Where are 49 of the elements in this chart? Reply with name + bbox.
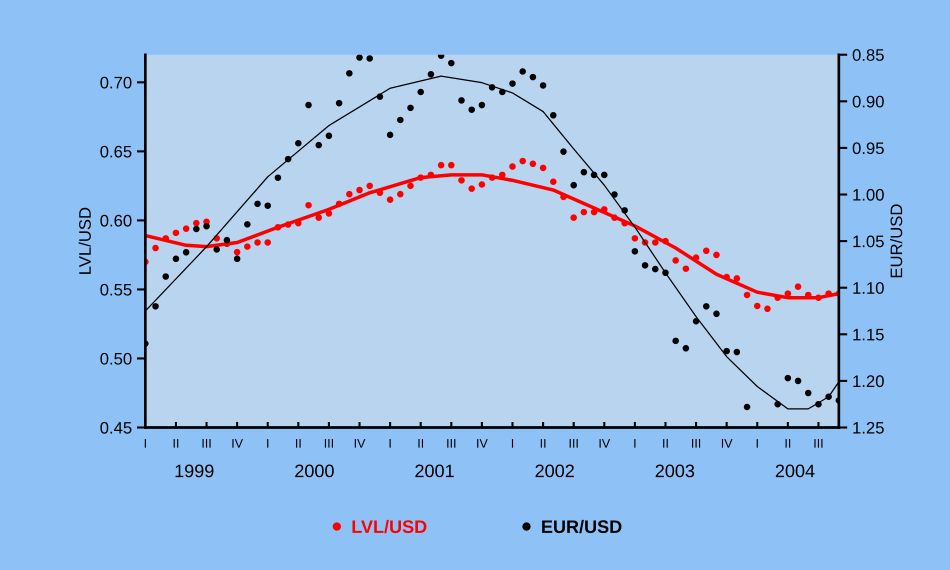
- x-tick-label: I: [634, 439, 636, 448]
- legend-label: EUR/USD: [542, 520, 622, 534]
- x-tick-label: II: [540, 439, 546, 448]
- y-axis-title: LVL/USD: [78, 208, 91, 274]
- x-tick-label: III: [324, 439, 333, 448]
- x-tick-label: IV: [232, 439, 243, 448]
- y2-tick-label: 0.90: [852, 96, 884, 108]
- x-tick-label: I: [756, 439, 758, 448]
- y-tick-label: 0.50: [100, 352, 132, 365]
- y2-tick-label: 1.20: [853, 375, 884, 388]
- x-tick-label: I: [267, 439, 268, 448]
- y2-tick-label: 0.95: [852, 142, 884, 154]
- line-series: [145, 173, 839, 300]
- x-tick-label: III: [202, 439, 211, 448]
- x-tick-label: IV: [477, 439, 488, 448]
- x-tick-label: III: [447, 439, 456, 448]
- x2-tick-label: 2003: [656, 464, 694, 478]
- x2-tick-label: 2001: [415, 464, 454, 478]
- y2-axis-title: EUR/USD: [890, 204, 902, 278]
- x-tick-label: I: [512, 439, 514, 448]
- x-tick-label: III: [814, 439, 823, 448]
- x-tick-label: III: [692, 439, 700, 448]
- x-tick-label: IV: [600, 439, 610, 448]
- x-tick-label: III: [570, 439, 578, 448]
- x-tick-label: II: [174, 439, 178, 448]
- x2-tick-label: 2004: [776, 464, 815, 478]
- y-tick-label: 0.55: [100, 284, 132, 296]
- y2-tick-label: 1.10: [853, 282, 884, 294]
- y2-tick-label: 1.15: [853, 328, 884, 341]
- y2-tick-label: 0.85: [852, 49, 884, 61]
- x-tick-label: IV: [722, 439, 733, 448]
- x-tick-label: I: [390, 439, 391, 448]
- legend-label: LVL/USD: [352, 520, 426, 534]
- y2-tick-label: 1.00: [853, 188, 884, 201]
- x-tick-label: I: [144, 439, 146, 448]
- x2-tick-label: 1999: [176, 464, 214, 478]
- x2-tick-label: 2002: [536, 464, 574, 478]
- y2-tick-label: 1.25: [853, 422, 884, 434]
- x2-tick-label: 2000: [295, 464, 334, 478]
- y-tick-label: 0.60: [100, 214, 132, 227]
- y2-tick-label: 1.05: [853, 236, 884, 248]
- x-tick-label: II: [418, 439, 424, 448]
- x-tick-label: II: [786, 439, 790, 448]
- x-tick-label: II: [296, 439, 301, 448]
- x-tick-label: IV: [354, 439, 366, 448]
- x-tick-label: II: [663, 439, 668, 448]
- y-tick-label: 0.65: [100, 146, 132, 158]
- y-tick-label: 0.70: [100, 76, 132, 89]
- y-tick-label: 0.45: [100, 422, 132, 434]
